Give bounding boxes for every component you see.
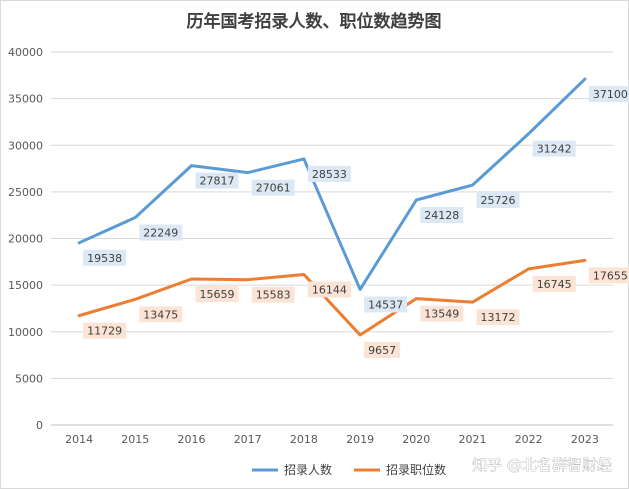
y-tick-label: 0: [36, 419, 43, 432]
data-label: 31242: [537, 143, 572, 156]
y-tick-label: 10000: [8, 326, 43, 339]
x-tick-label: 2014: [65, 433, 93, 446]
data-label: 16144: [312, 283, 347, 296]
x-tick-label: 2015: [121, 433, 149, 446]
x-tick-label: 2018: [290, 433, 318, 446]
series-layer: [77, 77, 587, 337]
data-label: 27061: [256, 182, 291, 195]
series-line: [77, 258, 587, 337]
data-label-box: [476, 309, 520, 326]
data-label: 13549: [424, 308, 459, 321]
grid-lines: [51, 51, 613, 426]
data-label-box: [251, 179, 295, 196]
data-label: 13172: [481, 311, 516, 324]
chart-title: 历年国考招录人数、职位数趋势图: [187, 11, 442, 32]
data-label: 15659: [200, 288, 235, 301]
data-label-box: [476, 192, 520, 209]
data-label: 13475: [143, 308, 178, 321]
data-label: 27817: [200, 175, 235, 188]
data-label-box: [420, 207, 464, 224]
data-label-box: [532, 140, 576, 157]
data-label-box: [195, 172, 239, 189]
x-tick-label: 2020: [402, 433, 430, 446]
x-tick-label: 2021: [459, 433, 487, 446]
data-label-box: [195, 285, 239, 302]
data-label: 15583: [256, 289, 291, 302]
data-label: 25726: [481, 194, 516, 207]
y-tick-label: 20000: [8, 233, 43, 246]
x-axis-ticks: 2014 2015 2016 2017 2018 2019 2020 2021 2022 2023: [65, 433, 599, 446]
data-label-box: [588, 86, 629, 103]
y-tick-label: 35000: [8, 93, 43, 106]
data-label: 11729: [87, 325, 122, 338]
watermark: 知乎 @北名群智财经: [472, 456, 612, 474]
data-label: 19538: [87, 252, 122, 265]
y-tick-label: 40000: [8, 46, 43, 59]
data-label-box: [307, 165, 351, 182]
data-labels: 19538 22249 27817 27061 28533 14537 24128 25726…: [83, 86, 629, 358]
data-label: 9657: [368, 344, 396, 357]
x-tick-label: 2023: [571, 433, 599, 446]
data-label-box: [364, 341, 401, 358]
data-label: 22249: [143, 227, 178, 240]
data-label: 24128: [424, 209, 459, 222]
data-label-box: [139, 306, 183, 323]
x-tick-label: 2019: [346, 433, 374, 446]
x-tick-label: 2016: [178, 433, 206, 446]
data-label-box: [532, 275, 576, 292]
data-label-box: [364, 296, 408, 313]
x-tick-label: 2022: [515, 433, 543, 446]
y-axis-ticks: 0 5000 10000 15000 20000 25000 30000 35000 40000: [8, 46, 43, 432]
data-label: 16745: [537, 278, 572, 291]
legend-label: 招录职位数: [386, 462, 446, 477]
data-label: 17655: [593, 269, 628, 282]
data-label-box: [307, 281, 351, 298]
data-label-box: [251, 286, 295, 303]
series-line: [77, 77, 587, 291]
data-label-box: [83, 322, 127, 339]
data-label-box: [420, 305, 464, 322]
data-label: 28533: [312, 168, 347, 181]
legend-label: 招录人数: [284, 462, 332, 477]
y-tick-label: 5000: [15, 372, 43, 385]
y-tick-label: 30000: [8, 139, 43, 152]
data-label: 37100: [593, 88, 628, 101]
data-label-box: [139, 224, 183, 241]
x-tick-label: 2017: [234, 433, 262, 446]
y-tick-label: 15000: [8, 279, 43, 292]
data-label-box: [83, 249, 127, 266]
y-tick-label: 25000: [8, 186, 43, 199]
data-label: 14537: [368, 298, 403, 311]
data-label-box: [588, 267, 629, 284]
legend: 招录人数 招录职位数: [252, 462, 446, 477]
